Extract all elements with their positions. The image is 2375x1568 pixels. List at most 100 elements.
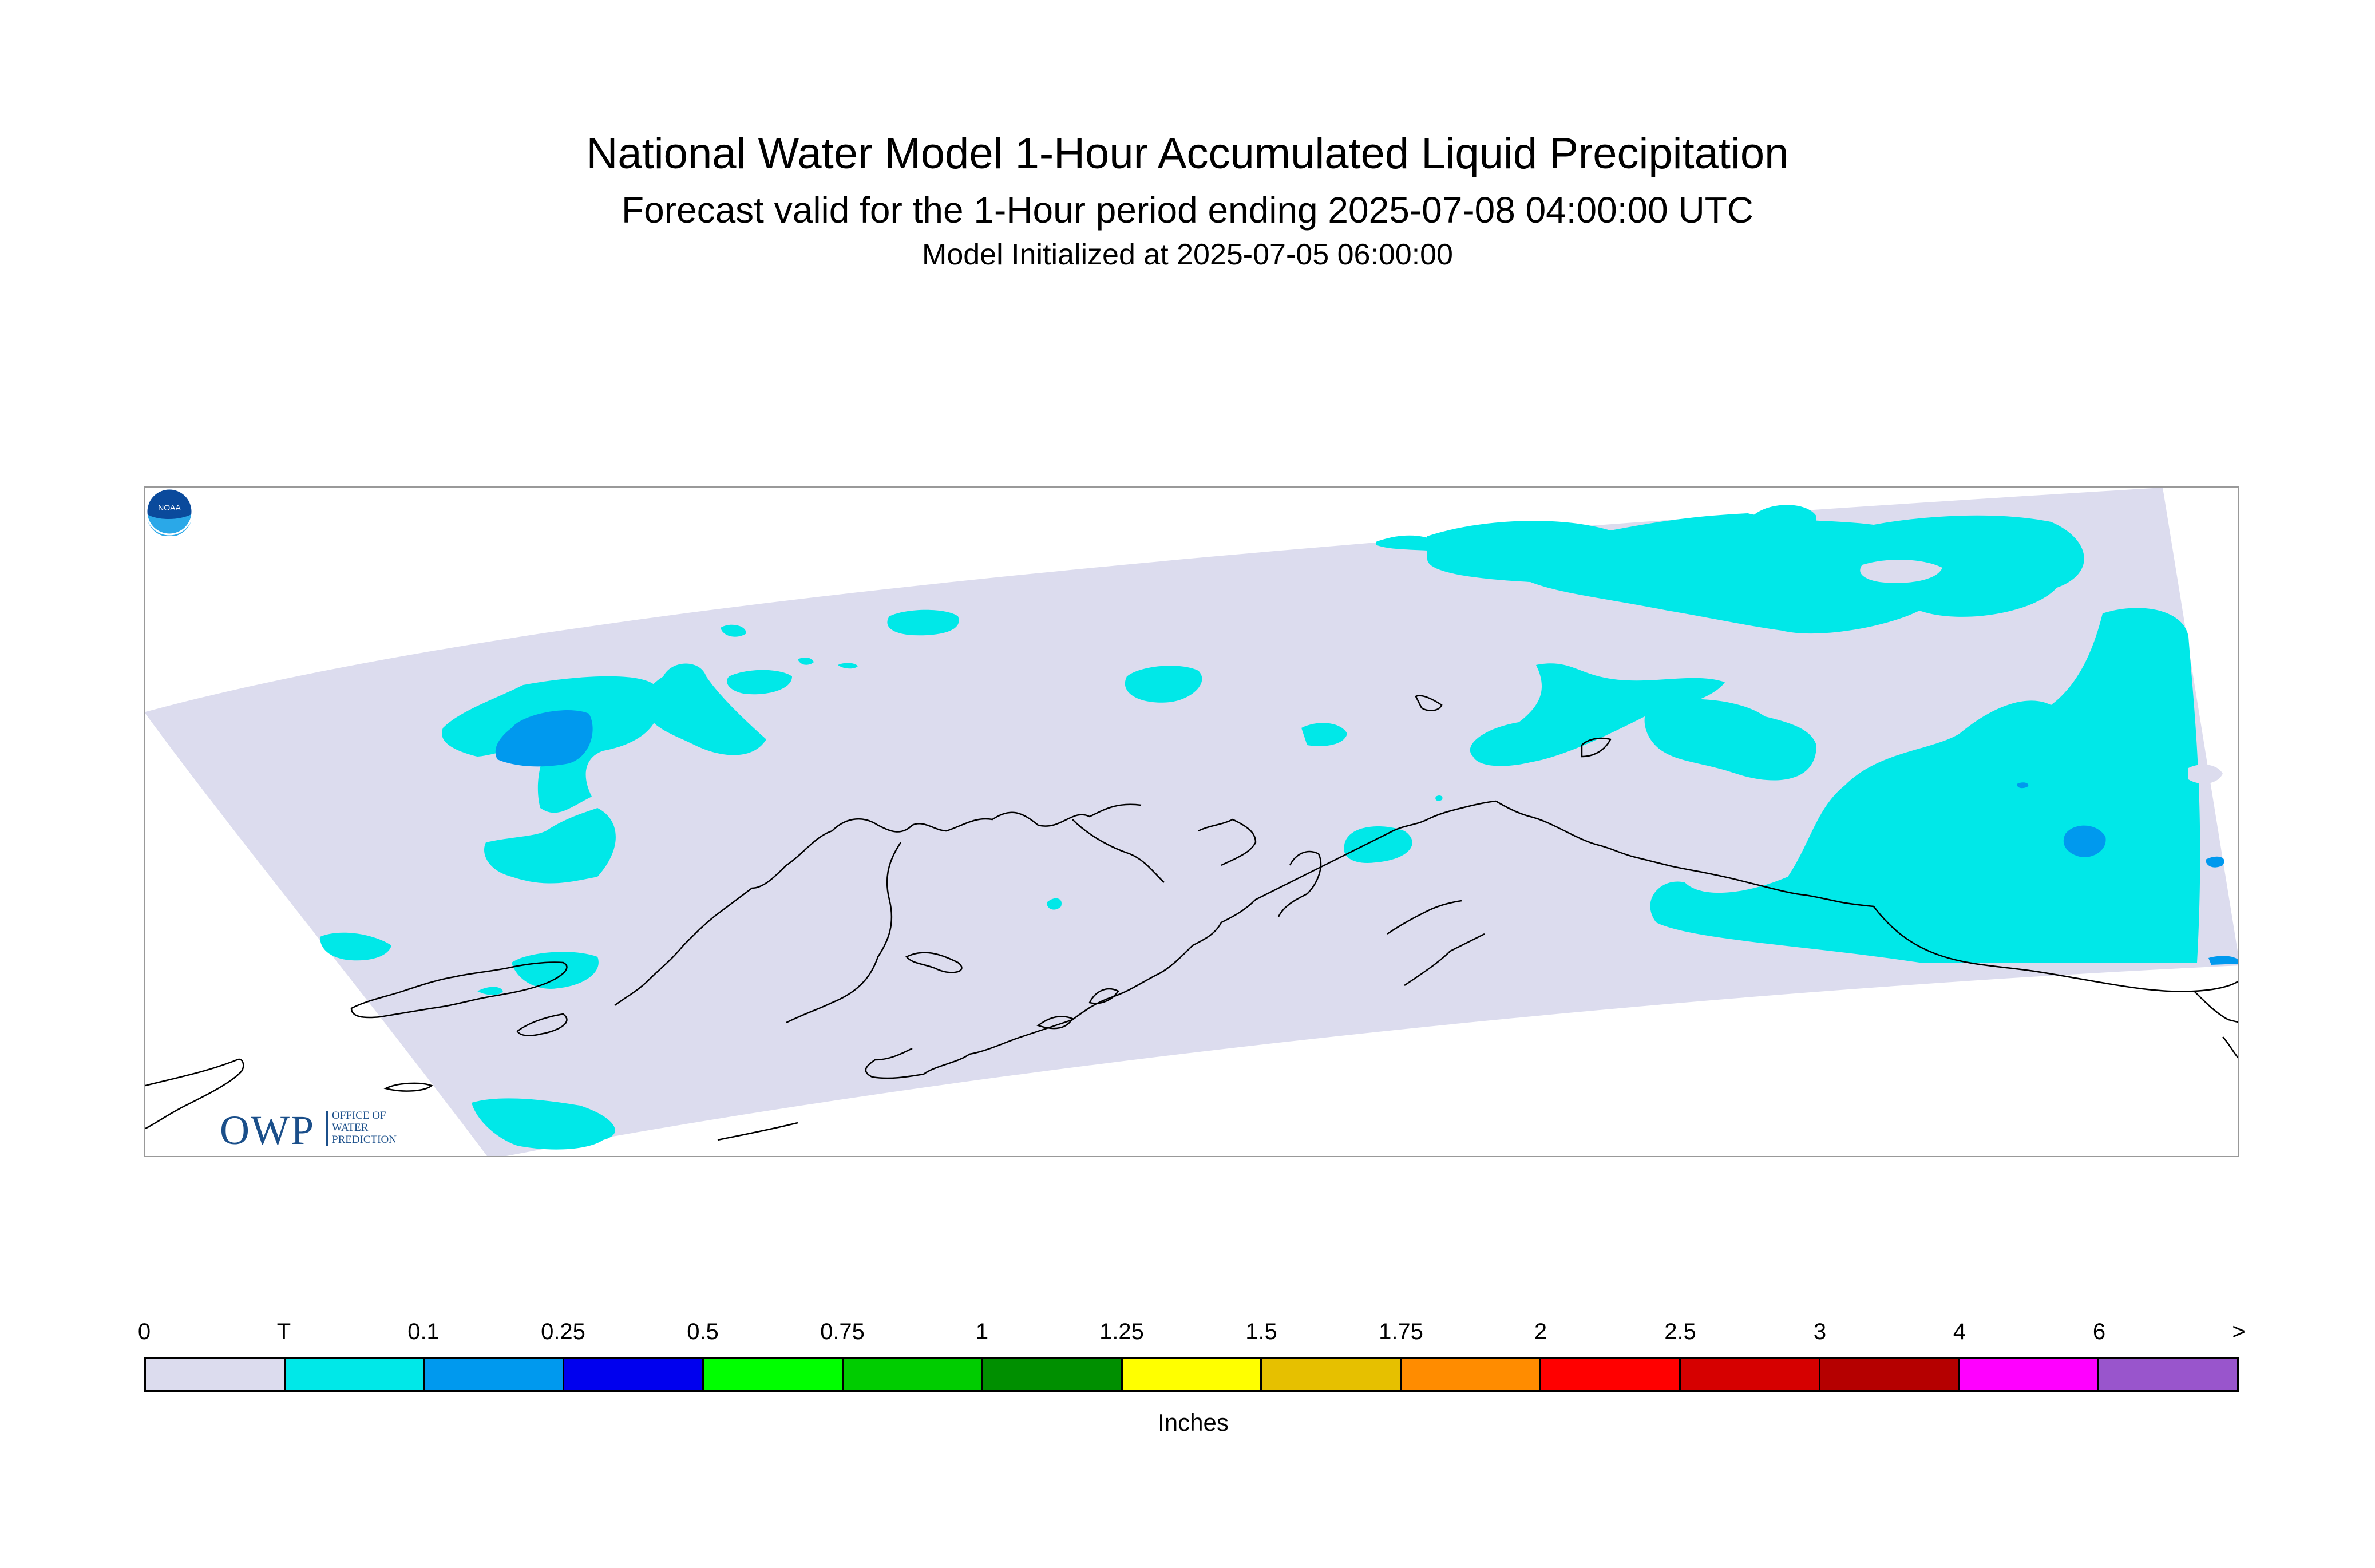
legend-tick-label: 4 bbox=[1953, 1319, 1966, 1344]
owp-logo-text: OWP bbox=[220, 1107, 315, 1153]
legend-tick-label: 2.5 bbox=[1664, 1319, 1696, 1344]
coastline bbox=[383, 1082, 433, 1092]
map-canvas bbox=[145, 488, 2238, 1156]
precip-area bbox=[887, 609, 959, 636]
coastline bbox=[614, 803, 1142, 1007]
noaa-logo-icon: NOAA bbox=[145, 488, 193, 536]
coastline bbox=[1495, 800, 1874, 908]
legend-swatch bbox=[146, 1359, 286, 1390]
precip-area bbox=[721, 624, 746, 637]
legend-tick-label: 0.5 bbox=[687, 1319, 719, 1344]
coastline bbox=[1198, 818, 1257, 866]
model-domain-area bbox=[145, 488, 2238, 1156]
legend-tick-label: 0 bbox=[137, 1319, 151, 1344]
coastline bbox=[2222, 1036, 2238, 1059]
precip-area bbox=[1427, 513, 2084, 634]
coastline bbox=[905, 952, 963, 973]
owp-logo-line-2: WATER bbox=[332, 1122, 369, 1134]
precip-area bbox=[1344, 826, 1412, 863]
precip-area bbox=[1748, 505, 1816, 545]
precip-area bbox=[1376, 535, 1439, 551]
coastline bbox=[1277, 850, 1322, 917]
coastline bbox=[865, 800, 1497, 1079]
model-init-time: Model Initialized at 2025-07-05 06:00:00 bbox=[922, 238, 1453, 271]
precip-area bbox=[1047, 898, 1062, 910]
legend-swatch bbox=[1402, 1359, 1541, 1390]
precip-area bbox=[512, 952, 599, 989]
precip-area bbox=[2085, 760, 2120, 783]
legend-swatch bbox=[1122, 1359, 1262, 1390]
legend-tick-label: 1 bbox=[975, 1319, 989, 1344]
coastline bbox=[1088, 988, 1119, 1004]
coastline bbox=[1581, 737, 1612, 758]
light-precip-areas bbox=[495, 710, 2238, 965]
legend-tick-label: 2 bbox=[1534, 1319, 1547, 1344]
legend-swatch bbox=[564, 1359, 704, 1390]
legend-swatch bbox=[704, 1359, 844, 1390]
legend-units: Inches bbox=[1158, 1409, 1229, 1436]
legend-swatch bbox=[843, 1359, 983, 1390]
coastline bbox=[1036, 1015, 1074, 1030]
owp-logo-divider bbox=[326, 1111, 328, 1146]
precip-area bbox=[1644, 699, 1816, 781]
precip-area bbox=[727, 670, 792, 695]
coastline bbox=[1387, 900, 1462, 935]
legend-swatch bbox=[1541, 1359, 1681, 1390]
precip-area bbox=[2017, 782, 2029, 789]
precip-area bbox=[838, 663, 858, 669]
coastline bbox=[717, 1122, 798, 1141]
precip-area bbox=[2206, 856, 2224, 868]
precip-area bbox=[477, 987, 503, 995]
coastline bbox=[786, 842, 902, 1024]
precip-area bbox=[495, 710, 593, 767]
coastline bbox=[145, 1058, 244, 1130]
legend-swatch bbox=[1680, 1359, 1820, 1390]
precip-area bbox=[1435, 795, 1443, 801]
coastline bbox=[1404, 933, 1485, 987]
legend-tick-label: 0.25 bbox=[541, 1319, 585, 1344]
legend-tick-label: 0.75 bbox=[820, 1319, 865, 1344]
map-title: National Water Model 1-Hour Accumulated … bbox=[586, 129, 1789, 178]
noaa-logo-text: NOAA bbox=[158, 503, 181, 512]
domain-patch bbox=[2188, 765, 2223, 784]
precip-area bbox=[1470, 663, 1725, 766]
owp-logo-line-1: OFFICE OF bbox=[332, 1110, 386, 1122]
legend-ticks: 0 T 0.1 0.25 0.5 0.75 1 1.25 1.5 1.75 2 2.5 3 4 6 > bbox=[138, 1319, 2246, 1348]
domain-patch bbox=[1860, 559, 1942, 583]
color-legend bbox=[144, 1357, 2239, 1392]
coastline bbox=[1873, 906, 2238, 992]
owp-logo-line-3: PREDICTION bbox=[332, 1134, 397, 1146]
legend-tick-label: 6 bbox=[2092, 1319, 2106, 1344]
legend-tick-label: 1.5 bbox=[1245, 1319, 1277, 1344]
precipitation-map: OWP OFFICE OF WATER PREDICTION NOAA bbox=[144, 486, 2239, 1157]
legend-tick-label: T bbox=[276, 1319, 291, 1344]
legend-swatch bbox=[1262, 1359, 1402, 1390]
domain-patches bbox=[1860, 559, 2223, 784]
legend-tick-label: 0.1 bbox=[407, 1319, 440, 1344]
owp-logo: OWP OFFICE OF WATER PREDICTION bbox=[220, 1107, 426, 1153]
legend-swatch bbox=[1820, 1359, 1960, 1390]
precip-area bbox=[798, 658, 814, 665]
coastline bbox=[2194, 991, 2238, 1023]
coastlines bbox=[145, 695, 2238, 1141]
legend-tick-label: 3 bbox=[1813, 1319, 1827, 1344]
legend-tick-label: 1.75 bbox=[1379, 1319, 1423, 1344]
legend-tick-label: > bbox=[2232, 1319, 2246, 1344]
precip-area bbox=[1125, 666, 1202, 703]
legend-tick-label: 1.25 bbox=[1099, 1319, 1144, 1344]
legend-swatch bbox=[983, 1359, 1123, 1390]
trace-precip-areas bbox=[320, 505, 2200, 1150]
precip-area bbox=[1650, 608, 2200, 963]
precip-area bbox=[1301, 723, 1347, 746]
precip-area bbox=[472, 1098, 615, 1150]
precip-area bbox=[643, 663, 766, 755]
precip-area bbox=[320, 932, 391, 961]
legend-swatch bbox=[1960, 1359, 2100, 1390]
precip-area bbox=[2063, 825, 2106, 857]
legend-swatch bbox=[2099, 1359, 2237, 1390]
coastline bbox=[516, 1013, 568, 1036]
coastline bbox=[350, 961, 568, 1019]
legend-swatch bbox=[425, 1359, 565, 1390]
coastline bbox=[1415, 695, 1443, 711]
coastline bbox=[1072, 819, 1165, 883]
